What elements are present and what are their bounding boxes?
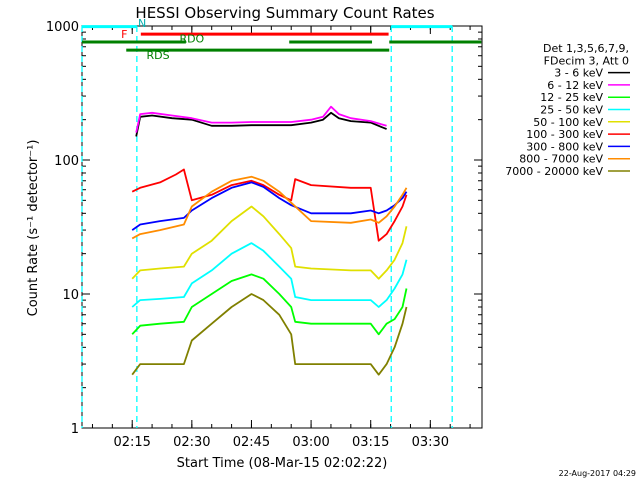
legend-entry-label: 7000 - 20000 keV: [505, 165, 603, 178]
series-line-8: [131, 293, 408, 376]
x-tick-label: 02:45: [233, 435, 270, 450]
series-line-5: [131, 168, 408, 242]
flag-label-n: N: [138, 17, 146, 30]
series-line-4: [131, 205, 408, 280]
series-line-6: [131, 181, 408, 231]
legend-entry-label: 3 - 6 keV: [554, 67, 603, 80]
y-tick-label: 10: [62, 288, 79, 303]
series-line-2: [131, 273, 408, 336]
y-tick-label: 1000: [46, 20, 79, 35]
series-line-3: [131, 242, 408, 308]
y-tick-label: 1: [71, 422, 79, 437]
series-line-0: [135, 111, 387, 137]
flag-label-rdo: RDO: [179, 32, 204, 45]
legend-entry-label: 12 - 25 keV: [540, 91, 603, 104]
plot-frame: [81, 25, 483, 429]
x-tick-label: 03:30: [412, 435, 449, 450]
legend-entry-label: 300 - 800 keV: [526, 140, 603, 153]
x-axis-label: Start Time (08-Mar-15 02:02:22): [177, 456, 388, 471]
legend: Det 1,3,5,6,7,9,FDecim 3, Att 03 - 6 keV…: [505, 42, 630, 178]
legend-header: Det 1,3,5,6,7,9,: [543, 42, 629, 55]
y-axis-label: Count Rate (s⁻¹ detector⁻¹): [26, 140, 41, 317]
legend-entry-label: 800 - 7000 keV: [519, 153, 603, 166]
x-tick-label: 02:15: [113, 435, 150, 450]
plot-area: 1 10 100 1000 02:15 02:30 02:45 03:00 03:15 03:30…: [46, 17, 483, 450]
x-tick-label: 03:00: [292, 435, 329, 450]
y-tick-label: 100: [54, 154, 79, 169]
legend-entry-label: 25 - 50 keV: [540, 104, 603, 117]
legend-entry-label: 6 - 12 keV: [547, 79, 603, 92]
series-line-7: [131, 175, 408, 240]
chart-title: HESSI Observing Summary Count Rates: [135, 4, 434, 22]
flag-label-f: F: [121, 28, 127, 41]
legend-entry-label: 100 - 300 keV: [526, 128, 603, 141]
footer-timestamp: 22-Aug-2017 04:29: [559, 469, 636, 478]
flag-label-rds: RDS: [146, 49, 169, 62]
x-tick-label: 02:30: [173, 435, 210, 450]
series-line-1: [135, 105, 387, 133]
legend-header: FDecim 3, Att 0: [544, 54, 629, 67]
x-tick-label: 03:15: [352, 435, 389, 450]
legend-entry-label: 50 - 100 keV: [533, 116, 603, 129]
